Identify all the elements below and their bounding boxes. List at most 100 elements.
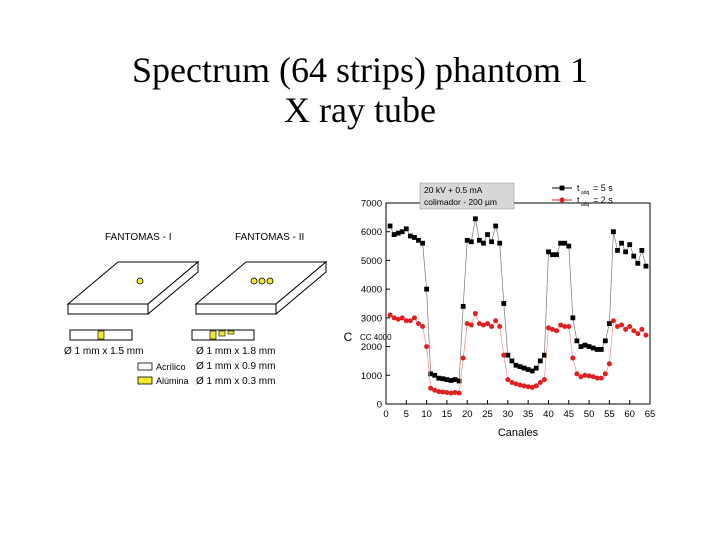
legend-marker-series-2: [559, 197, 565, 203]
data-point-series-2: [391, 315, 397, 321]
data-point-series-1: [546, 249, 551, 255]
data-point-series-2: [448, 390, 454, 396]
phantom-2-slab: [194, 260, 328, 316]
data-point-series-2: [513, 381, 519, 387]
data-point-series-2: [521, 383, 527, 389]
data-point-series-1: [627, 242, 633, 248]
data-point-series-2: [452, 390, 458, 396]
data-point-series-1: [574, 338, 580, 344]
data-point-series-2: [407, 318, 413, 324]
data-point-series-2: [505, 377, 511, 383]
data-point-series-2: [570, 355, 576, 361]
x-tick-label: 30: [503, 409, 514, 420]
series-line-1: [389, 218, 647, 382]
data-point-series-1: [440, 376, 446, 382]
data-point-series-2: [436, 389, 442, 395]
dimension-4: Ø 1 mm x 0.3 mm: [196, 376, 275, 387]
data-point-series-2: [610, 318, 616, 324]
data-point-series-2: [541, 377, 547, 383]
legend-sub-2: adq: [581, 202, 590, 208]
data-point-series-2: [440, 389, 446, 395]
data-point-series-1: [399, 229, 405, 235]
data-point-series-1: [631, 253, 637, 259]
data-point-series-1: [590, 345, 596, 351]
data-point-series-2: [501, 352, 507, 358]
data-point-series-1: [428, 371, 434, 377]
data-point-series-1: [643, 263, 649, 269]
data-point-series-1: [598, 347, 604, 352]
data-point-series-1: [468, 239, 474, 245]
data-point-series-1: [403, 226, 409, 232]
data-point-series-1: [452, 377, 458, 382]
y-tick-label: 0: [377, 400, 382, 411]
legend-label-2: = 2 s: [593, 195, 613, 205]
data-point-series-2: [590, 374, 596, 380]
x-tick-label: 20: [462, 409, 473, 420]
data-point-series-1: [485, 232, 490, 237]
data-point-series-1: [525, 367, 531, 372]
data-point-series-1: [521, 365, 527, 371]
slide-title: Spectrum (64 strips) phantom 1 X ray tub…: [0, 50, 720, 130]
data-point-series-1: [509, 358, 515, 364]
y-axis-label-overlap: CC 4000: [360, 333, 392, 342]
data-point-series-1: [570, 315, 576, 321]
data-point-series-1: [586, 344, 592, 349]
annotation-box: [419, 182, 515, 210]
x-tick-label: 55: [604, 409, 615, 420]
chart-axes: 0 1000 2000 3000 4000 5000 6000 7000 0 5 10 15 20 25 3…: [344, 199, 656, 440]
data-point-series-2: [497, 323, 503, 329]
legend-marker-series-1: [559, 185, 565, 191]
data-point-series-1: [533, 365, 539, 371]
data-point-series-1: [387, 223, 393, 229]
chart-marks: [387, 216, 649, 396]
data-point-series-1: [517, 364, 523, 370]
data-point-series-2: [428, 385, 434, 391]
x-tick-label: 0: [383, 409, 388, 420]
x-tick-label: 5: [404, 409, 409, 420]
data-point-series-1: [420, 240, 425, 246]
data-point-series-1: [554, 252, 559, 258]
data-point-series-2: [509, 379, 515, 385]
phantom-2-label: FANTOMAS - II: [235, 232, 304, 243]
data-point-series-2: [537, 379, 543, 385]
x-axis-label: Canales: [498, 427, 539, 439]
data-point-series-2: [387, 312, 393, 318]
plot-frame: [385, 202, 651, 405]
data-point-series-1: [542, 352, 547, 358]
data-point-series-2: [635, 331, 641, 337]
x-tick-label: 50: [584, 409, 595, 420]
data-point-series-2: [574, 371, 580, 377]
phantom-1-section: [69, 329, 133, 341]
data-point-series-1: [582, 342, 588, 348]
data-point-series-2: [485, 321, 491, 327]
data-point-series-1: [566, 243, 572, 249]
data-point-series-2: [533, 383, 539, 389]
data-point-series-1: [513, 362, 519, 368]
data-point-series-2: [399, 315, 405, 321]
y-tick-label: 4000: [361, 285, 382, 296]
data-point-series-1: [416, 237, 421, 243]
data-point-series-1: [550, 252, 555, 258]
data-point-series-1: [481, 240, 486, 246]
data-point-series-2: [594, 375, 600, 381]
dimension-3: Ø 1 mm x 0.9 mm: [196, 361, 275, 372]
data-point-series-1: [639, 247, 645, 253]
data-point-series-1: [611, 229, 616, 235]
phantom-1-label: FANTOMAS - I: [105, 232, 172, 243]
data-point-series-1: [615, 247, 620, 253]
data-point-series-1: [493, 223, 499, 229]
phantom-diagram: FANTOMAS - I FANTOMAS - II Ø 1 mm x 1.5 …: [64, 232, 328, 387]
data-point-series-2: [411, 315, 417, 321]
data-point-series-2: [619, 322, 625, 328]
spectrum-chart: 0 1000 2000 3000 4000 5000 6000 7000 0 5 10 15 20 25 3…: [344, 182, 656, 440]
x-tick-label: 35: [523, 409, 534, 420]
data-point-series-1: [448, 378, 454, 383]
data-point-series-1: [619, 240, 624, 246]
x-tick-label: 65: [645, 409, 656, 420]
data-point-series-2: [444, 390, 450, 396]
x-tick-label: 45: [563, 409, 574, 420]
data-point-series-1: [395, 230, 401, 236]
x-tick-label: 60: [624, 409, 635, 420]
data-point-series-2: [403, 318, 409, 324]
legend-acrylic-swatch: [137, 362, 153, 371]
